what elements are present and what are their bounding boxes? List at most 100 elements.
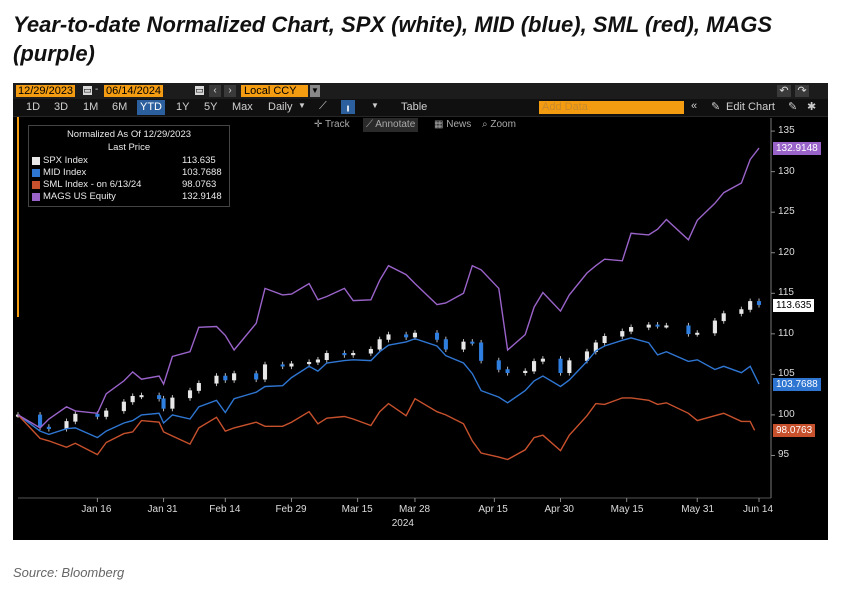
spx-candle	[232, 373, 237, 381]
spx-candle	[434, 332, 440, 340]
add-data-input[interactable]: Add Data	[539, 101, 684, 114]
mid-series-line	[17, 337, 760, 439]
spx-candle	[95, 413, 100, 417]
draw-icon[interactable]: ✎	[788, 101, 798, 113]
legend-value-mid: 103.7688	[182, 167, 222, 178]
chart-plot	[15, 118, 775, 502]
x-tick-label: May 15	[610, 504, 644, 515]
legend: Normalized As Of 12/29/2023 Last Price S…	[28, 125, 230, 207]
spx-candle	[756, 301, 762, 305]
x-tick-label: Mar 15	[341, 504, 373, 515]
news-tool-label: News	[446, 119, 472, 130]
candle-chart-icon[interactable]: ╻	[341, 100, 355, 114]
table-button[interactable]: Table	[401, 101, 428, 113]
range-3d-button[interactable]: 3D	[54, 101, 69, 113]
range-toolbar: 1D 3D 1M 6M YTD 1Y 5Y Max Daily ▼ ⟋ ╻ ▼ …	[13, 99, 828, 117]
x-axis-year-label: 2024	[391, 518, 414, 529]
y-tick-label: 110	[778, 327, 794, 339]
x-tick-label: Apr 15	[478, 504, 508, 515]
spx-candle	[307, 361, 312, 365]
spx-candle	[130, 396, 135, 403]
legend-swatch-mid	[32, 169, 40, 177]
spx-candle	[558, 358, 563, 373]
spx-last-price-tag: 113.635	[773, 298, 815, 312]
news-tool[interactable]: ▦ News	[431, 118, 474, 132]
currency-dropdown-icon[interactable]: ▼	[310, 85, 320, 97]
settings-gear-icon[interactable]: ✱	[807, 101, 817, 113]
x-tick-label: Feb 29	[275, 504, 307, 515]
legend-swatch-sml	[32, 181, 40, 189]
spx-candle	[712, 320, 717, 334]
spx-candle	[412, 332, 418, 338]
chart-type-dropdown-icon[interactable]: ▼	[371, 101, 379, 110]
undo-icon[interactable]: ↶	[777, 85, 791, 97]
news-icon: ▦	[434, 119, 447, 130]
zoom-tool-label: Zoom	[490, 119, 516, 130]
annotate-tool[interactable]: ⟋ Annotate	[363, 118, 419, 132]
spx-candle	[315, 359, 320, 363]
spx-candle	[214, 375, 219, 384]
spx-candle	[505, 369, 510, 373]
currency-select[interactable]: Local CCY	[241, 85, 308, 97]
spx-candle	[351, 353, 356, 356]
range-5y-button[interactable]: 5Y	[204, 101, 218, 113]
spx-candle	[73, 413, 78, 422]
spx-candle	[470, 341, 475, 344]
mags-last-price-tag: 132.9148	[773, 142, 821, 156]
spx-candle	[567, 360, 572, 373]
spx-candle	[139, 395, 144, 398]
collapse-icon[interactable]: «	[691, 100, 698, 112]
legend-value-sml: 98.0763	[182, 179, 217, 190]
chart-title: Year-to-date Normalized Chart, SPX (whit…	[13, 12, 773, 66]
spx-candle	[254, 373, 259, 380]
annotate-icon: ⟋	[366, 119, 376, 130]
legend-item-spx[interactable]: SPX Index 113.635	[32, 155, 226, 167]
crosshair-icon: ✛	[314, 119, 325, 130]
legend-header-normalized: Normalized As Of 12/29/2023	[66, 129, 192, 140]
start-calendar-icon[interactable]: ▭	[83, 85, 92, 95]
left-scroll-indicator[interactable]	[17, 117, 19, 317]
range-6m-button[interactable]: 6M	[112, 101, 128, 113]
x-tick-label: Jun 14	[743, 504, 774, 515]
track-tool[interactable]: ✛ Track	[311, 118, 353, 132]
range-1d-button[interactable]: 1D	[26, 101, 41, 113]
spx-candle	[655, 324, 660, 327]
spx-candle	[170, 397, 175, 409]
range-1m-button[interactable]: 1M	[83, 101, 99, 113]
frequency-select[interactable]: Daily	[268, 101, 293, 113]
frequency-dropdown-icon[interactable]: ▼	[298, 101, 306, 110]
end-calendar-icon[interactable]: ▭	[195, 85, 204, 95]
range-ytd-button[interactable]: YTD	[137, 100, 165, 115]
y-tick-label: 135	[778, 125, 795, 137]
spx-candle	[404, 334, 409, 338]
legend-item-sml[interactable]: SML Index - on 6/13/24 98.0763	[32, 179, 226, 191]
edit-chart-pencil-icon[interactable]: ✎	[711, 101, 721, 113]
edit-chart-button[interactable]: Edit Chart	[726, 101, 775, 113]
y-tick-label: 95	[778, 449, 790, 461]
annotate-tool-label: Annotate	[375, 119, 416, 130]
spx-candle	[629, 327, 634, 332]
end-date-field[interactable]: 06/14/2024	[104, 85, 164, 97]
y-tick-label: 130	[778, 165, 795, 177]
zoom-icon: ⌕	[482, 119, 491, 130]
start-date-field[interactable]: 12/29/2023	[16, 85, 76, 97]
legend-swatch-mags	[32, 193, 40, 201]
legend-item-mid[interactable]: MID Index 103.7688	[32, 167, 226, 179]
spx-candle	[342, 353, 347, 356]
spx-candle	[695, 332, 700, 335]
sml-series-line	[17, 397, 756, 461]
zoom-tool[interactable]: ⌕ Zoom	[479, 118, 519, 132]
spx-candle	[157, 395, 162, 399]
legend-item-mags[interactable]: MAGS US Equity 132.9148	[32, 191, 226, 203]
prev-period-icon[interactable]: ‹	[209, 85, 221, 97]
range-1y-button[interactable]: 1Y	[176, 101, 190, 113]
spx-candle	[280, 364, 285, 367]
line-chart-icon[interactable]: ⟋	[319, 100, 327, 112]
redo-icon[interactable]: ↷	[795, 85, 809, 97]
date-toolbar: 12/29/2023 ▭ - 06/14/2024 ▭ ‹ › Local CC…	[13, 83, 828, 99]
spx-candle	[443, 339, 448, 350]
range-max-button[interactable]: Max	[232, 101, 253, 113]
mid-last-price-tag: 103.7688	[773, 378, 821, 392]
next-period-icon[interactable]: ›	[224, 85, 236, 97]
spx-candle	[386, 334, 391, 340]
